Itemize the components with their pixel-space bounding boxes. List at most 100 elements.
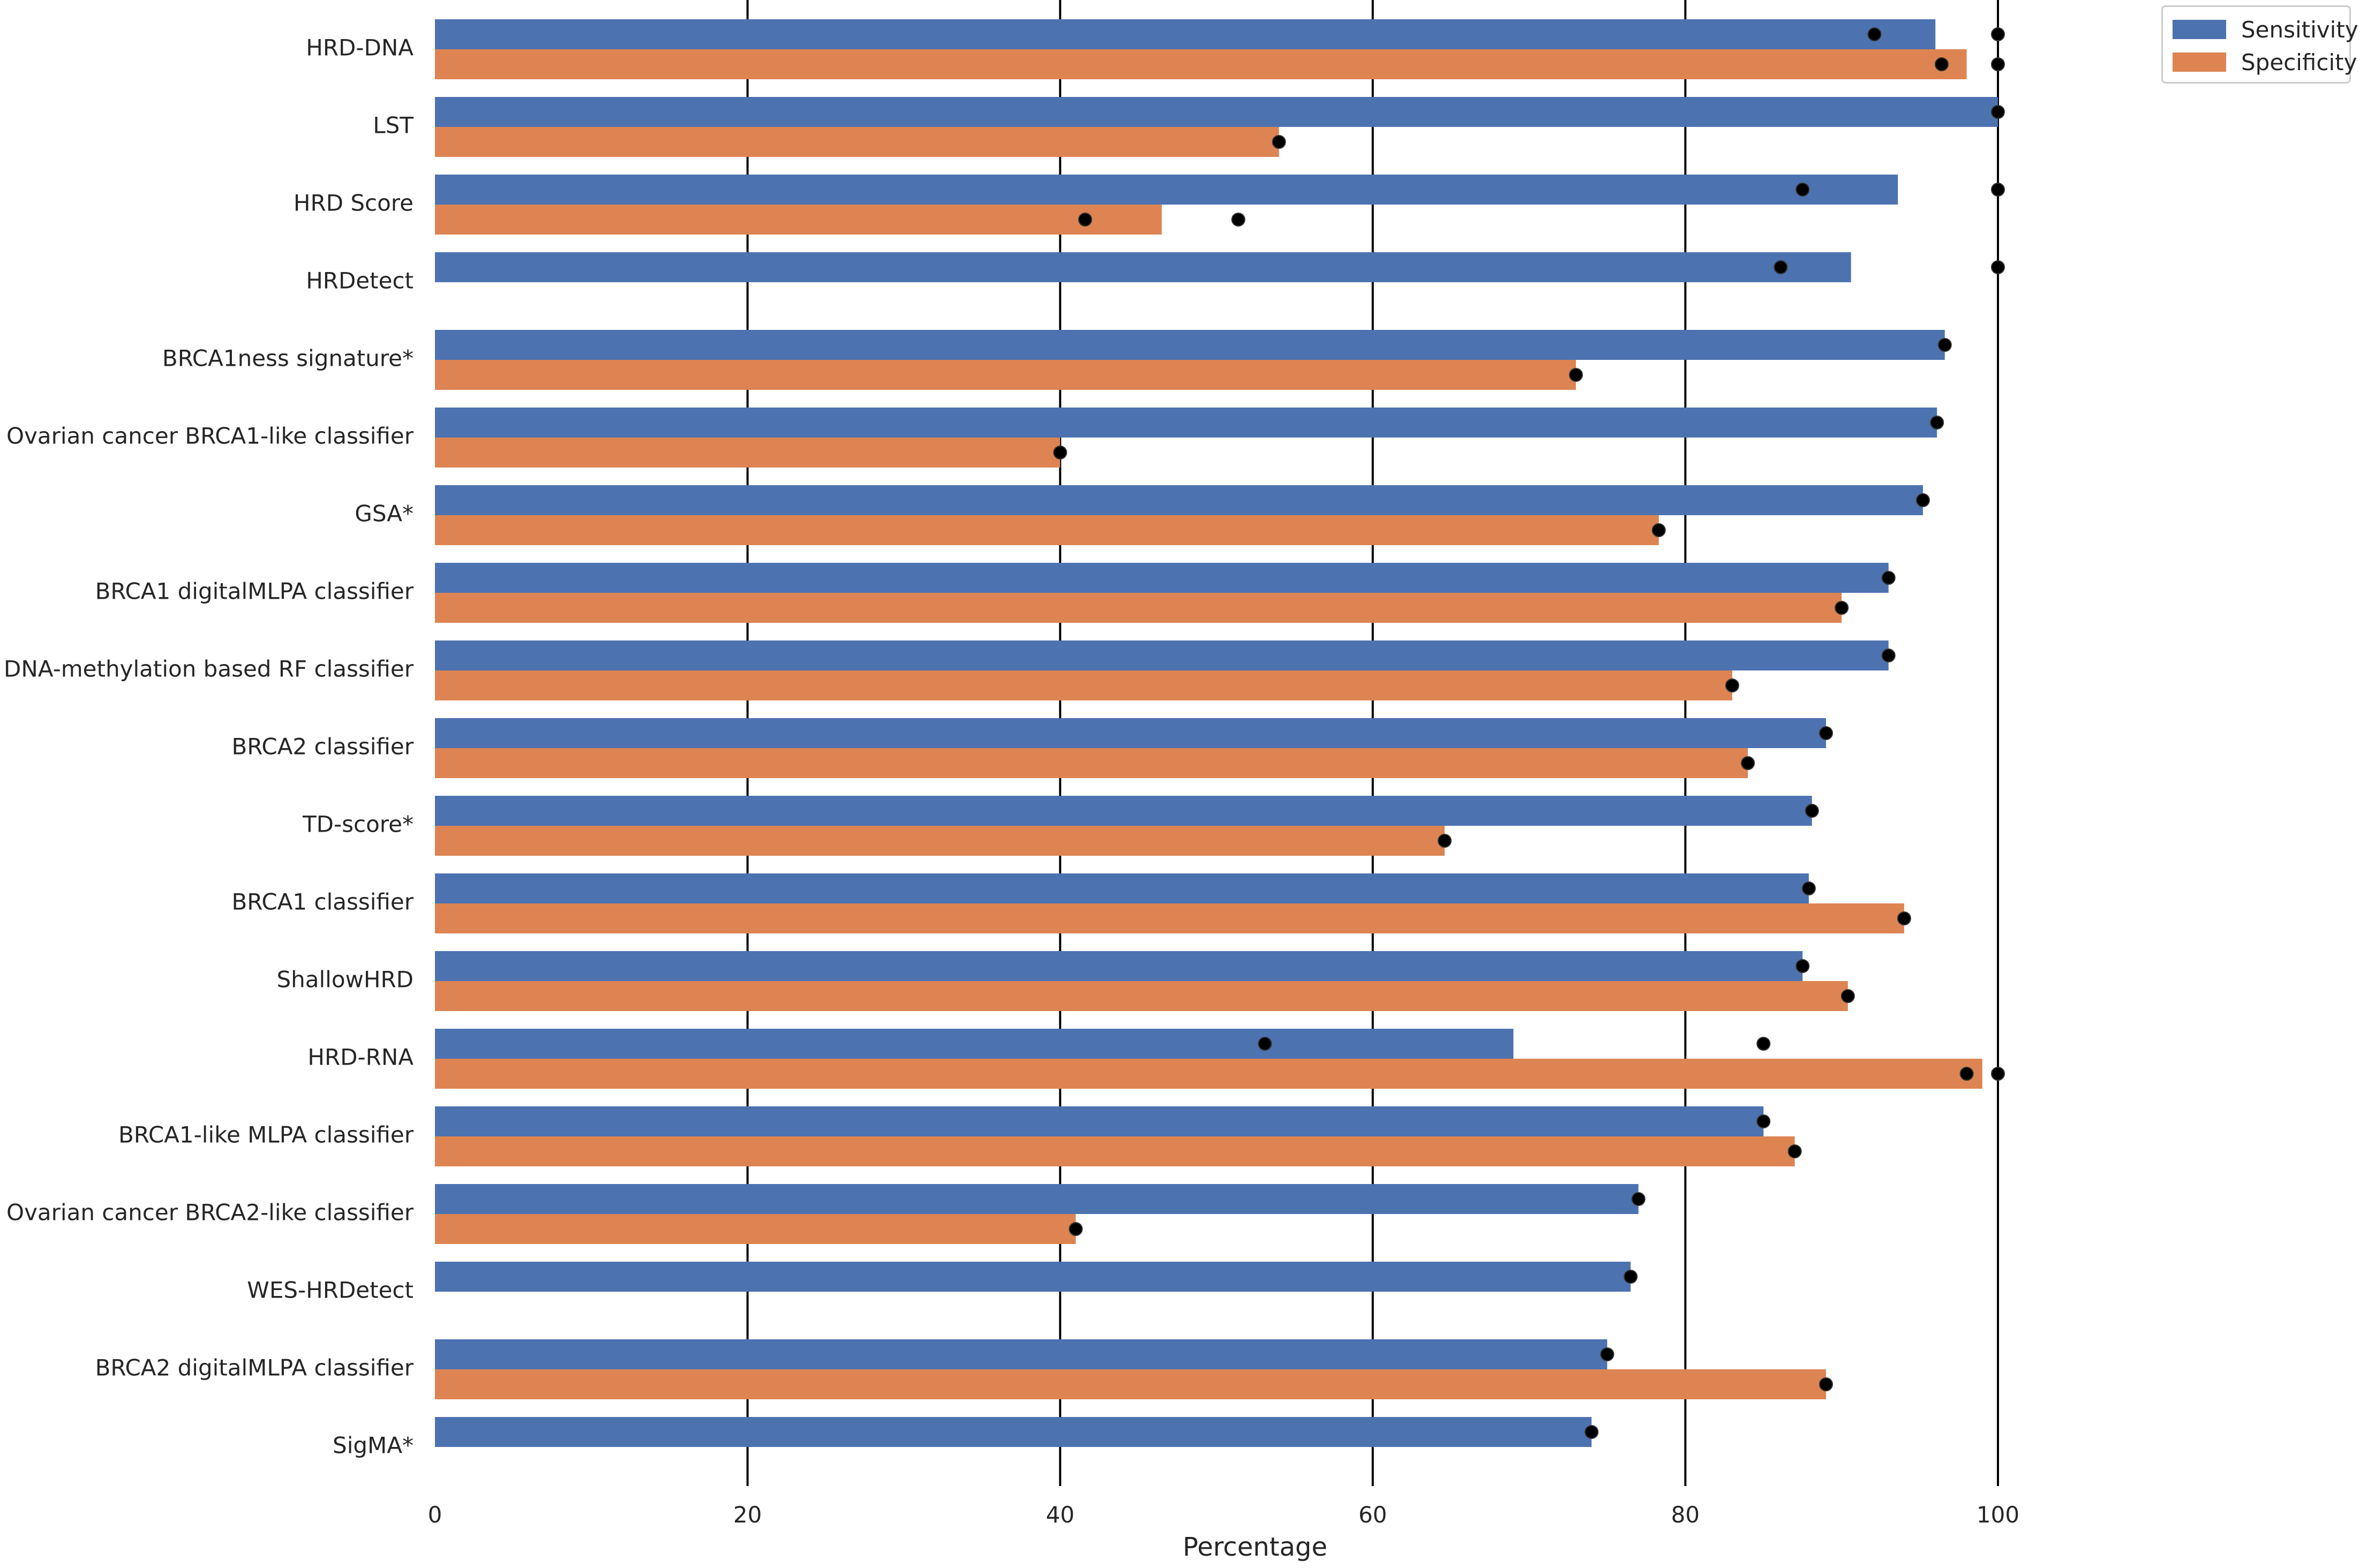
bar-specificity [435, 981, 1848, 1011]
point-sensitivity [1774, 260, 1788, 274]
bar-sensitivity [435, 796, 1812, 826]
legend-item-sensitivity: Sensitivity [2173, 13, 2358, 46]
category-label: Ovarian cancer BRCA2-like classifier [6, 1200, 414, 1226]
point-sensitivity [1624, 1270, 1638, 1284]
bar-sensitivity [435, 640, 1889, 670]
bar-specificity [435, 1214, 1076, 1244]
bar-sensitivity [435, 97, 1998, 127]
bar-specificity [435, 438, 1061, 468]
point-sensitivity [1584, 1425, 1599, 1439]
bar-sensitivity [435, 718, 1827, 748]
bar-sensitivity [435, 1417, 1592, 1447]
bar-specificity [435, 826, 1445, 856]
bar-specificity [435, 1369, 1827, 1399]
bar-sensitivity [435, 1339, 1607, 1369]
point-specificity [1741, 756, 1755, 770]
legend-swatch-sensitivity [2173, 20, 2226, 39]
point-specificity [1231, 213, 1245, 227]
category-label: HRD-DNA [306, 35, 414, 61]
point-sensitivity [1631, 1192, 1645, 1206]
point-specificity [1078, 213, 1092, 227]
legend-label-sensitivity: Sensitivity [2241, 16, 2358, 43]
bars [435, 19, 1998, 1447]
x-tick-label: 0 [428, 1502, 442, 1528]
bar-sensitivity [435, 175, 1898, 205]
x-tick-label: 60 [1358, 1502, 1387, 1528]
point-specificity [1959, 1067, 1974, 1081]
point-specificity [1835, 601, 1849, 615]
x-tick-label: 20 [733, 1502, 762, 1528]
point-specificity [1897, 911, 1911, 925]
point-sensitivity [1991, 27, 2005, 41]
bar-sensitivity [435, 1029, 1514, 1059]
point-specificity [1819, 1377, 1834, 1391]
category-label: ShallowHRD [276, 967, 414, 993]
category-label: SigMA* [333, 1433, 414, 1459]
category-label: HRD-RNA [307, 1044, 414, 1071]
x-tick-labels: 0 20 40 60 80 100 [428, 1502, 2019, 1528]
bar-specificity [435, 205, 1162, 235]
point-sensitivity [1600, 1347, 1614, 1361]
category-label: WES-HRDetect [247, 1277, 414, 1303]
bar-specificity [435, 1059, 1982, 1089]
point-specificity [1787, 1144, 1802, 1158]
legend-label-specificity: Specificity [2241, 49, 2357, 76]
category-label: BRCA1 digitalMLPA classifier [95, 578, 414, 605]
point-sensitivity [1915, 493, 1930, 507]
bar-sensitivity [435, 330, 1945, 360]
point-sensitivity [1756, 1037, 1771, 1051]
point-sensitivity [1991, 260, 2005, 274]
point-specificity [1991, 57, 2005, 71]
bar-specificity [435, 127, 1279, 157]
category-label: TD-score* [302, 811, 414, 838]
bar-sensitivity [435, 1106, 1764, 1136]
category-label: BRCA2 classifier [231, 734, 414, 760]
point-sensitivity [1805, 804, 1819, 818]
bar-specificity [435, 670, 1732, 700]
bar-sensitivity [435, 252, 1851, 282]
x-axis-title: Percentage [1183, 1532, 1327, 1562]
legend: Sensitivity Specificity [2161, 5, 2358, 84]
point-specificity [1438, 834, 1452, 848]
x-tick-label: 100 [1977, 1502, 2019, 1528]
point-sensitivity [1756, 1114, 1771, 1128]
bar-sensitivity [435, 1262, 1631, 1292]
legend-swatch-specificity [2173, 52, 2226, 72]
point-sensitivity [1795, 959, 1810, 973]
category-label: BRCA1 classifier [231, 889, 414, 915]
point-specificity [1272, 135, 1286, 149]
bar-sensitivity [435, 1184, 1639, 1214]
bar-sensitivity [435, 563, 1889, 593]
point-specificity [1934, 57, 1949, 71]
category-label: DNA-methylation based RF classifier [4, 656, 414, 682]
category-label: Ovarian cancer BRCA1-like classifier [6, 423, 414, 449]
bar-sensitivity [435, 873, 1809, 903]
category-label: BRCA1ness signature* [162, 345, 414, 372]
bar-specificity [435, 593, 1842, 623]
bar-specificity [435, 515, 1659, 545]
category-label: BRCA1-like MLPA classifier [118, 1122, 414, 1148]
category-label: HRDetect [306, 268, 414, 294]
category-label: GSA* [355, 501, 414, 527]
point-sensitivity [1937, 338, 1952, 352]
bar-sensitivity [435, 951, 1803, 981]
point-sensitivity [1258, 1037, 1272, 1051]
point-specificity [1840, 989, 1855, 1003]
category-label: LST [373, 112, 414, 139]
point-sensitivity [1795, 183, 1810, 197]
point-specificity [1991, 1067, 2005, 1081]
point-specificity [1651, 523, 1666, 537]
point-sensitivity [1881, 649, 1896, 662]
bar-specificity [435, 748, 1748, 778]
point-specificity [1053, 446, 1068, 459]
bar-sensitivity [435, 19, 1936, 49]
point-sensitivity [1881, 571, 1896, 585]
bar-sensitivity [435, 485, 1923, 515]
x-tick-label: 80 [1671, 1502, 1700, 1528]
legend-item-specificity: Specificity [2173, 46, 2357, 78]
point-sensitivity [1991, 105, 2005, 119]
point-sensitivity [1867, 27, 1882, 41]
bar-specificity [435, 903, 1904, 933]
data-points [1053, 27, 2005, 1439]
